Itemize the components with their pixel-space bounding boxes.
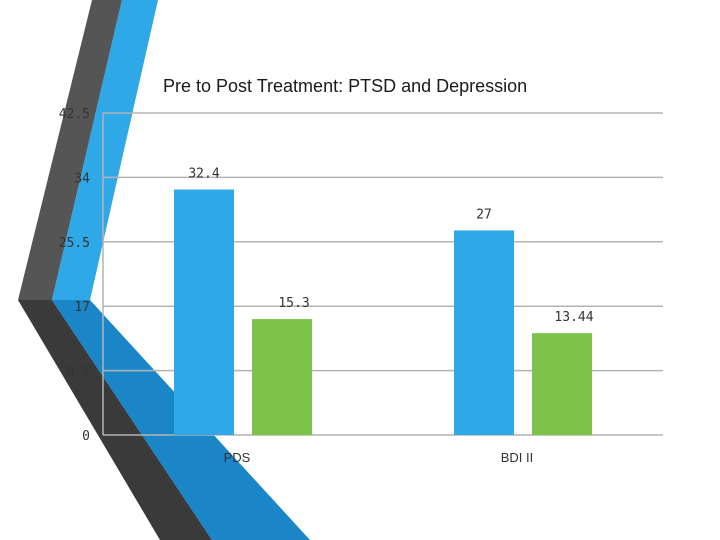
data-label: 15.3: [278, 296, 309, 311]
bar: [174, 189, 234, 435]
data-label: 32.4: [188, 167, 219, 182]
y-tick-label: 42.5: [59, 107, 90, 122]
bar: [252, 319, 312, 435]
y-tick-label: 34: [74, 171, 90, 186]
bar: [532, 333, 592, 435]
blue-stripe-top: [52, 0, 158, 300]
y-tick-label: 25.5: [59, 236, 90, 251]
y-tick-label: 17: [74, 300, 90, 315]
y-tick-label: 8.5: [67, 365, 90, 380]
bar: [454, 230, 514, 435]
data-label: 27: [476, 207, 492, 222]
gray-stripe-top: [18, 0, 122, 300]
y-tick-label: 0: [82, 429, 90, 444]
data-label: 13.44: [554, 310, 593, 325]
chart-title: Pre to Post Treatment: PTSD and Depressi…: [163, 76, 528, 96]
x-tick-label: BDI II: [501, 450, 534, 465]
dark-stripe-bottom: [18, 300, 212, 540]
x-tick-label: PDS: [224, 450, 251, 465]
